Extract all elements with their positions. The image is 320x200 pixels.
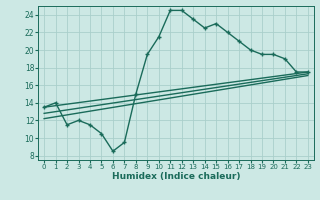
X-axis label: Humidex (Indice chaleur): Humidex (Indice chaleur) <box>112 172 240 181</box>
